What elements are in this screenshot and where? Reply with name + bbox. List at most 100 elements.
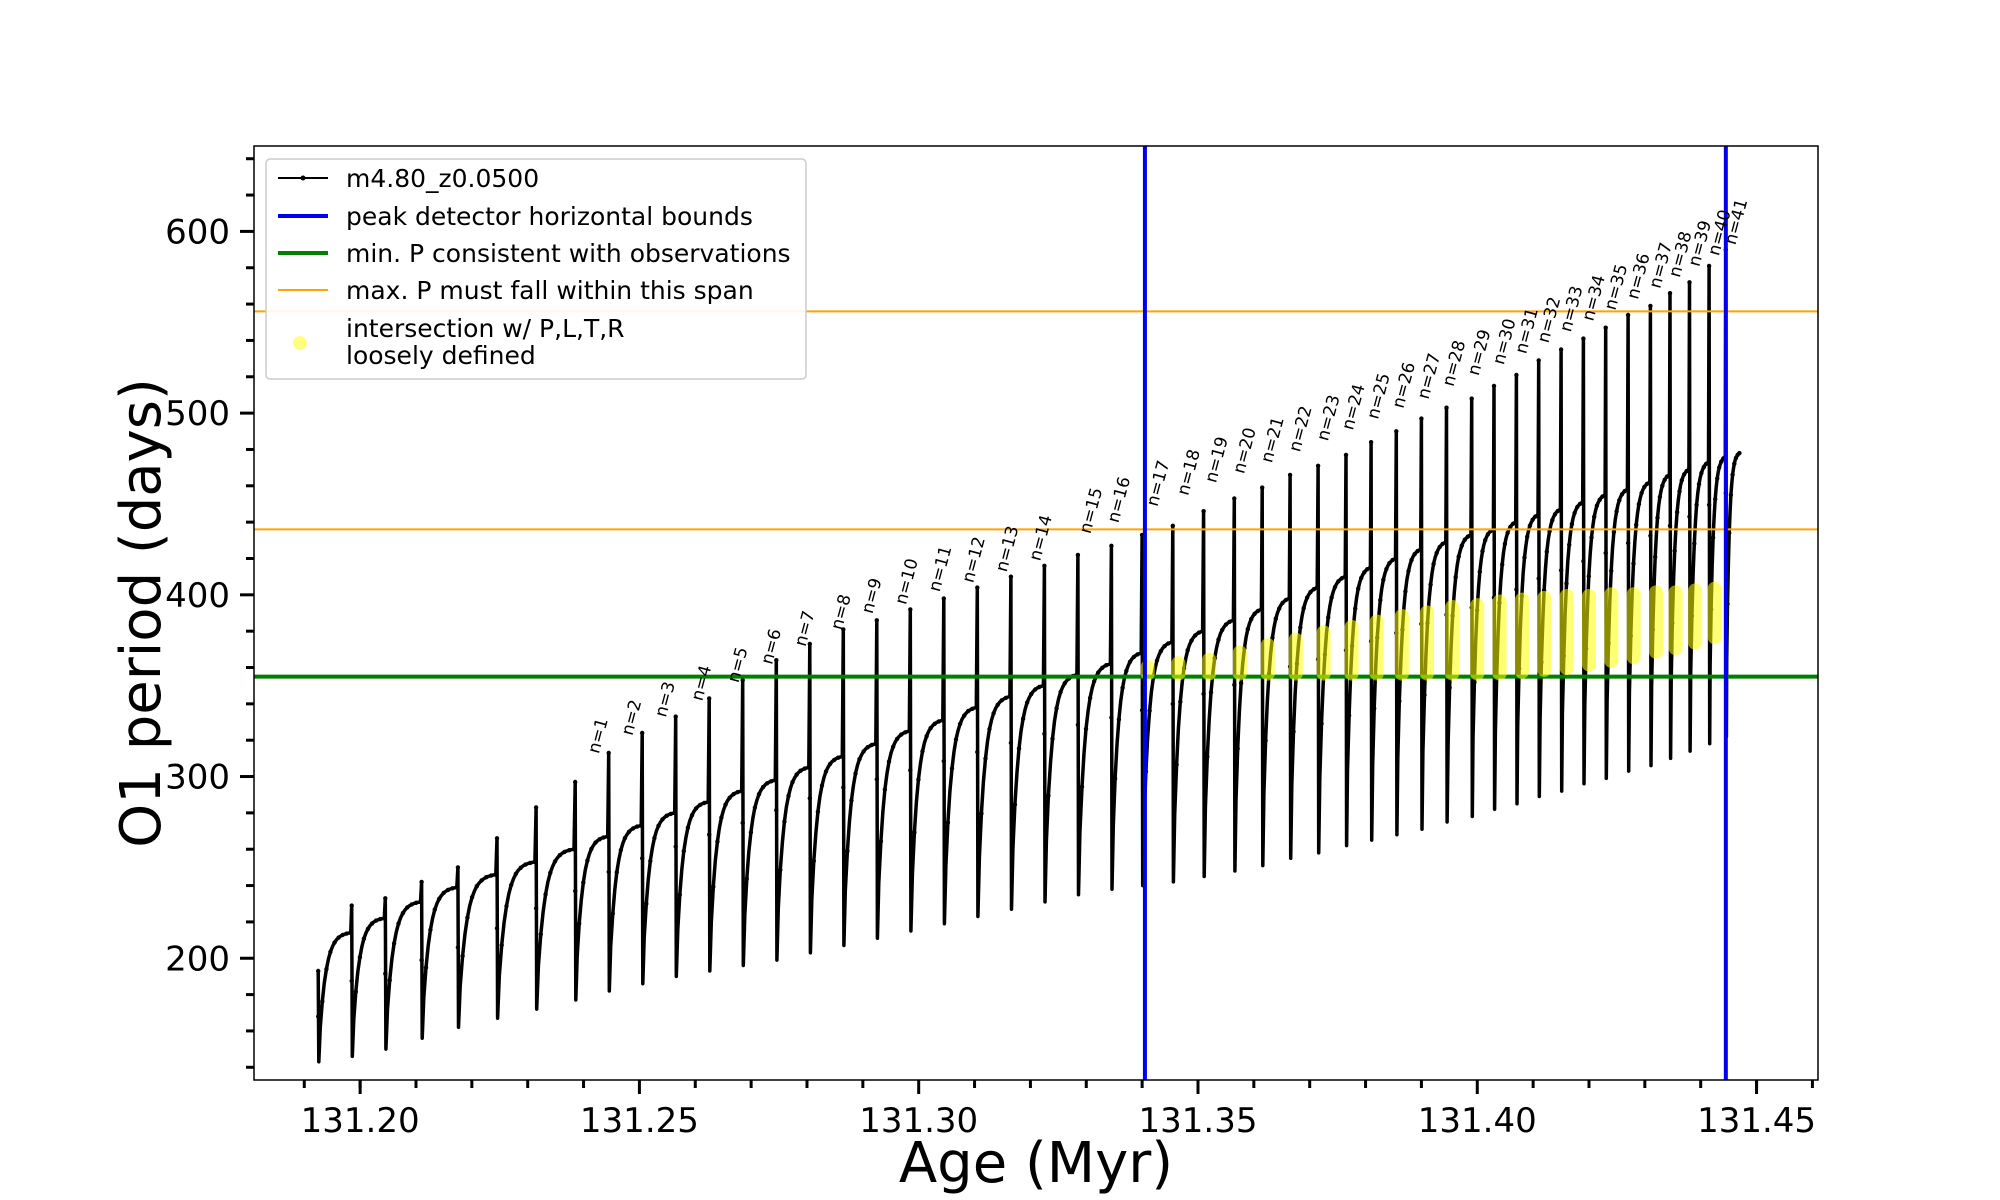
- series-point: [1154, 658, 1160, 663]
- series-point: [823, 769, 829, 774]
- series-point: [1287, 596, 1292, 601]
- series-point: [1575, 504, 1580, 510]
- x-axis-title: Age (Myr): [899, 1131, 1173, 1196]
- series-point: [1614, 509, 1619, 514]
- y-tick-label: 400: [165, 576, 230, 616]
- series-point: [941, 758, 946, 764]
- intersection-marker: [1260, 638, 1275, 681]
- series-point: [494, 836, 500, 841]
- series-point: [488, 873, 494, 878]
- series-point: [706, 799, 711, 805]
- series-point: [1280, 600, 1285, 606]
- series-point: [577, 921, 582, 926]
- series-point: [1189, 638, 1194, 643]
- series-point: [782, 819, 787, 824]
- series-point: [1672, 548, 1677, 553]
- series-point: [853, 771, 858, 776]
- series-point: [593, 840, 598, 845]
- series-point: [336, 935, 341, 940]
- series-point: [1572, 510, 1577, 516]
- series-point: [634, 824, 640, 829]
- series-point: [1042, 563, 1047, 568]
- series-point: [1713, 496, 1718, 502]
- series-point: [1431, 561, 1436, 567]
- series-point: [1491, 383, 1497, 389]
- series-point: [1008, 574, 1014, 579]
- series-point: [474, 884, 479, 889]
- series-point: [493, 872, 498, 877]
- series-point: [1277, 606, 1282, 611]
- x-tick-label: 131.30: [859, 1101, 978, 1141]
- series-point: [455, 865, 461, 870]
- series-point: [528, 860, 533, 866]
- series-point: [841, 627, 846, 632]
- series-point: [1042, 731, 1047, 736]
- series-point: [1419, 416, 1424, 421]
- series-point: [1619, 492, 1625, 497]
- series-point: [1003, 695, 1008, 701]
- series-point: [1692, 541, 1697, 546]
- series-point: [1581, 336, 1586, 341]
- series-point: [849, 798, 854, 803]
- series-point: [1418, 547, 1423, 552]
- series-point: [1456, 554, 1461, 559]
- series-point: [1235, 746, 1240, 751]
- series-point: [1727, 530, 1732, 536]
- series-point: [1255, 608, 1261, 614]
- series-point: [1368, 565, 1373, 570]
- series-point: [974, 705, 979, 710]
- series-point: [382, 916, 387, 921]
- series-point: [966, 708, 971, 714]
- series-point: [1393, 556, 1398, 561]
- series-point: [1687, 280, 1692, 285]
- series-point: [702, 800, 707, 806]
- series-point: [316, 1014, 321, 1019]
- series-point: [807, 641, 812, 647]
- intersection-marker: [1202, 652, 1217, 681]
- series-point: [1648, 303, 1653, 309]
- series-point: [807, 796, 812, 801]
- series-point: [845, 849, 850, 854]
- series-point: [1100, 665, 1105, 670]
- series-point: [1024, 700, 1030, 705]
- series-point: [1394, 429, 1399, 434]
- series-point: [874, 618, 879, 623]
- series-point: [445, 887, 451, 893]
- series-point: [786, 793, 791, 799]
- series-point: [589, 846, 594, 852]
- series-point: [644, 901, 649, 906]
- series-point: [1012, 802, 1018, 807]
- series-point: [396, 921, 401, 926]
- series-point: [991, 711, 996, 716]
- series-point: [316, 968, 321, 974]
- series-point: [1472, 680, 1477, 685]
- series-point: [1647, 480, 1653, 485]
- series-point: [869, 742, 874, 748]
- intersection-marker: [1470, 598, 1485, 681]
- series-point: [1662, 477, 1667, 482]
- y-tick-label: 300: [165, 758, 230, 798]
- series-point: [1384, 566, 1389, 572]
- series-point: [1108, 661, 1113, 667]
- series-point: [1291, 729, 1296, 734]
- series-point: [484, 875, 489, 880]
- series-point: [664, 813, 669, 818]
- intersection-marker: [1288, 632, 1303, 681]
- series-point: [1674, 509, 1680, 515]
- series-point: [441, 890, 446, 896]
- series-point: [614, 870, 619, 875]
- series-point: [361, 936, 367, 941]
- series-point: [916, 777, 921, 782]
- series-point: [697, 802, 703, 808]
- series-point: [1586, 574, 1592, 579]
- series-point: [1109, 715, 1114, 720]
- series-point: [605, 834, 610, 839]
- series-point: [949, 766, 955, 771]
- series-point: [552, 859, 558, 864]
- series-point: [1485, 532, 1491, 537]
- series-point: [1387, 561, 1392, 566]
- series-point: [668, 811, 673, 817]
- series-point: [1196, 630, 1202, 635]
- x-tick-label: 131.45: [1697, 1101, 1816, 1141]
- series-point: [622, 835, 628, 841]
